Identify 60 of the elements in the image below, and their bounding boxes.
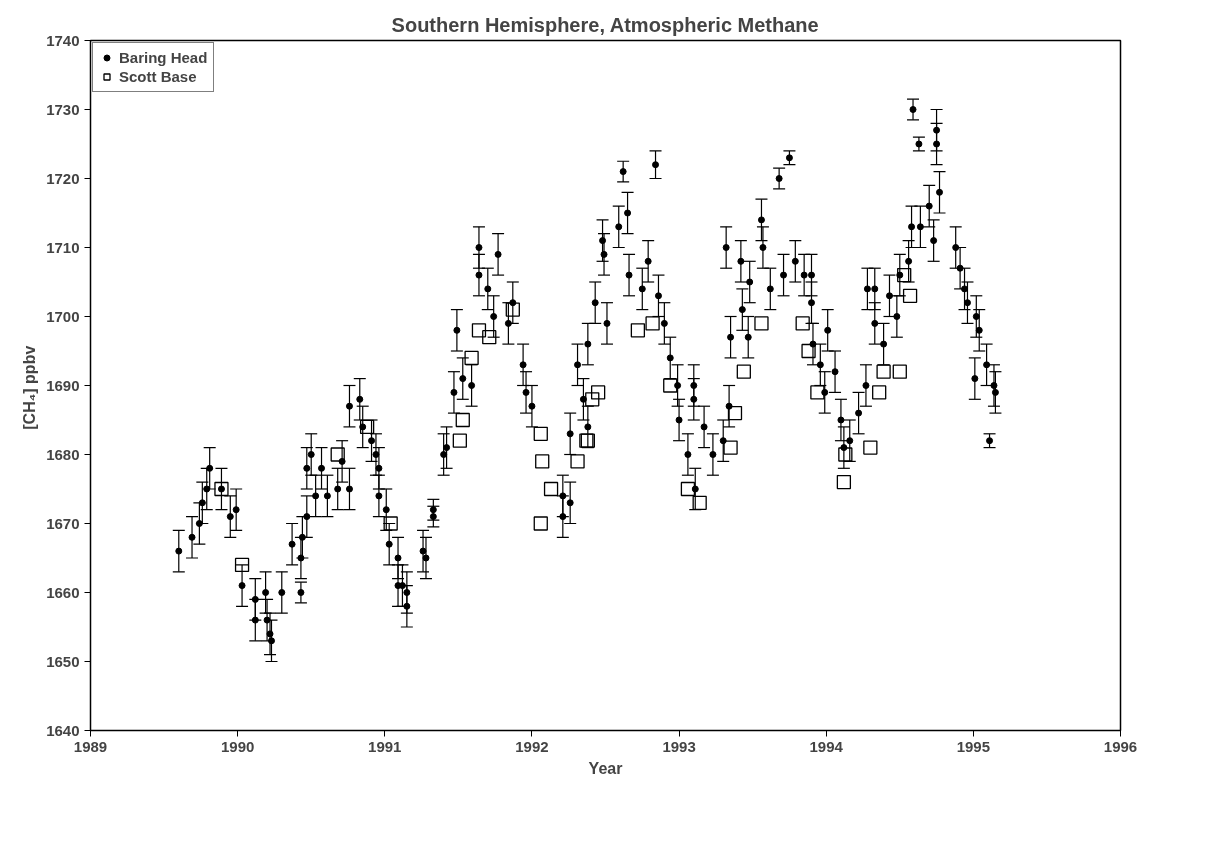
point	[214, 481, 229, 497]
point	[836, 474, 852, 490]
x-tick-label: 1991	[368, 737, 402, 755]
point	[383, 516, 398, 531]
point	[838, 447, 853, 462]
x-tick-label: 1994	[809, 737, 844, 755]
point	[872, 385, 887, 400]
x-tick-label: 1990	[220, 737, 255, 755]
y-tick-label: 1650	[46, 652, 80, 670]
x-tick-label: 1989	[73, 737, 108, 755]
legend-label: Scott Base	[119, 68, 197, 85]
y-tick-label: 1730	[46, 100, 80, 118]
point	[533, 516, 548, 531]
y-axis-title: [CH₄] ppbv	[21, 345, 39, 430]
x-tick-label: 1996	[1103, 737, 1138, 755]
legend-label: Baring Head	[119, 49, 208, 66]
point	[330, 447, 345, 462]
y-tick-label: 1710	[46, 238, 80, 256]
point	[892, 364, 907, 379]
point	[645, 316, 660, 331]
point	[535, 454, 550, 469]
y-tick-label: 1670	[46, 514, 80, 532]
point	[471, 323, 487, 338]
point	[234, 557, 250, 573]
point	[754, 316, 769, 331]
y-tick-label: 1700	[46, 307, 80, 325]
point	[543, 481, 559, 497]
point	[359, 419, 375, 435]
y-tick-label: 1720	[46, 169, 80, 187]
x-tick-label: 1995	[956, 737, 991, 755]
x-axis-title: Year	[588, 759, 623, 777]
point	[692, 495, 707, 510]
y-tick-label: 1680	[46, 445, 80, 463]
point	[505, 302, 520, 317]
y-tick-label: 1640	[46, 721, 80, 739]
point	[902, 288, 918, 303]
point	[630, 323, 646, 338]
y-tick-label: 1740	[46, 31, 80, 49]
point	[876, 364, 891, 379]
chart-title: Southern Hemisphere, Atmospheric Methane	[391, 13, 819, 36]
point	[464, 350, 479, 366]
point	[452, 433, 467, 448]
point	[897, 267, 912, 283]
point	[795, 316, 810, 331]
point	[533, 426, 548, 441]
point	[801, 343, 816, 359]
point	[680, 481, 696, 497]
point	[590, 385, 606, 400]
point	[455, 412, 470, 428]
point	[585, 392, 600, 407]
x-tick-label: 1992	[515, 737, 549, 755]
y-tick-label: 1660	[46, 583, 80, 601]
x-tick-label: 1993	[662, 737, 696, 755]
y-tick-label: 1690	[46, 376, 80, 394]
point	[863, 440, 878, 455]
point	[736, 364, 751, 379]
point	[723, 440, 738, 455]
point	[482, 330, 497, 345]
point	[727, 405, 743, 421]
point	[570, 454, 585, 469]
